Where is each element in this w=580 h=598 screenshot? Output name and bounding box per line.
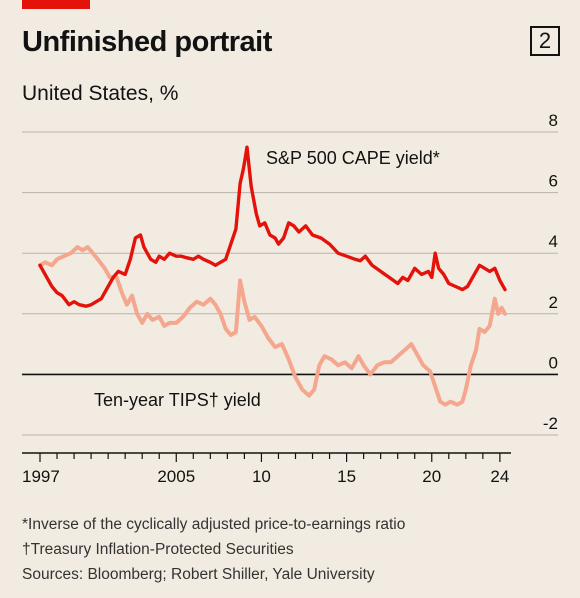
x-tick-label: 24 <box>490 467 509 486</box>
y-tick-label: -2 <box>543 414 558 433</box>
x-axis: 1997 2005 10 15 20 24 <box>22 452 511 486</box>
x-tick-label: 15 <box>337 467 356 486</box>
series-lines <box>38 145 507 407</box>
y-tick-label: 0 <box>549 353 558 372</box>
chart-number-badge: 2 <box>530 26 560 56</box>
cape-yield-line <box>38 145 507 308</box>
x-tick-label: 2005 <box>157 467 195 486</box>
chart-title: Unfinished portrait <box>22 26 272 58</box>
y-tick-labels: -2 0 2 4 6 8 <box>543 111 558 433</box>
footnote-cape: *Inverse of the cyclically adjusted pric… <box>22 516 406 533</box>
y-tick-label: 6 <box>549 172 558 191</box>
x-tick-label: 10 <box>252 467 271 486</box>
footnote-tips: †Treasury Inflation-Protected Securities <box>22 541 294 558</box>
tips-series-label: Ten-year TIPS† yield <box>94 390 261 410</box>
cape-series-label: S&P 500 CAPE yield* <box>266 148 440 168</box>
x-tick-label: 20 <box>422 467 441 486</box>
tips-yield-line <box>38 245 507 407</box>
series-annotations: S&P 500 CAPE yield* Ten-year TIPS† yield <box>94 148 440 410</box>
y-tick-label: 2 <box>549 293 558 312</box>
y-tick-label: 4 <box>549 232 558 251</box>
x-tick-label: 1997 <box>22 467 60 486</box>
y-tick-label: 8 <box>549 111 558 130</box>
footnotes: *Inverse of the cyclically adjusted pric… <box>22 512 405 587</box>
sources-note: Sources: Bloomberg; Robert Shiller, Yale… <box>22 566 375 583</box>
brand-bar <box>22 0 90 9</box>
chart-subtitle: United States, % <box>22 82 179 105</box>
